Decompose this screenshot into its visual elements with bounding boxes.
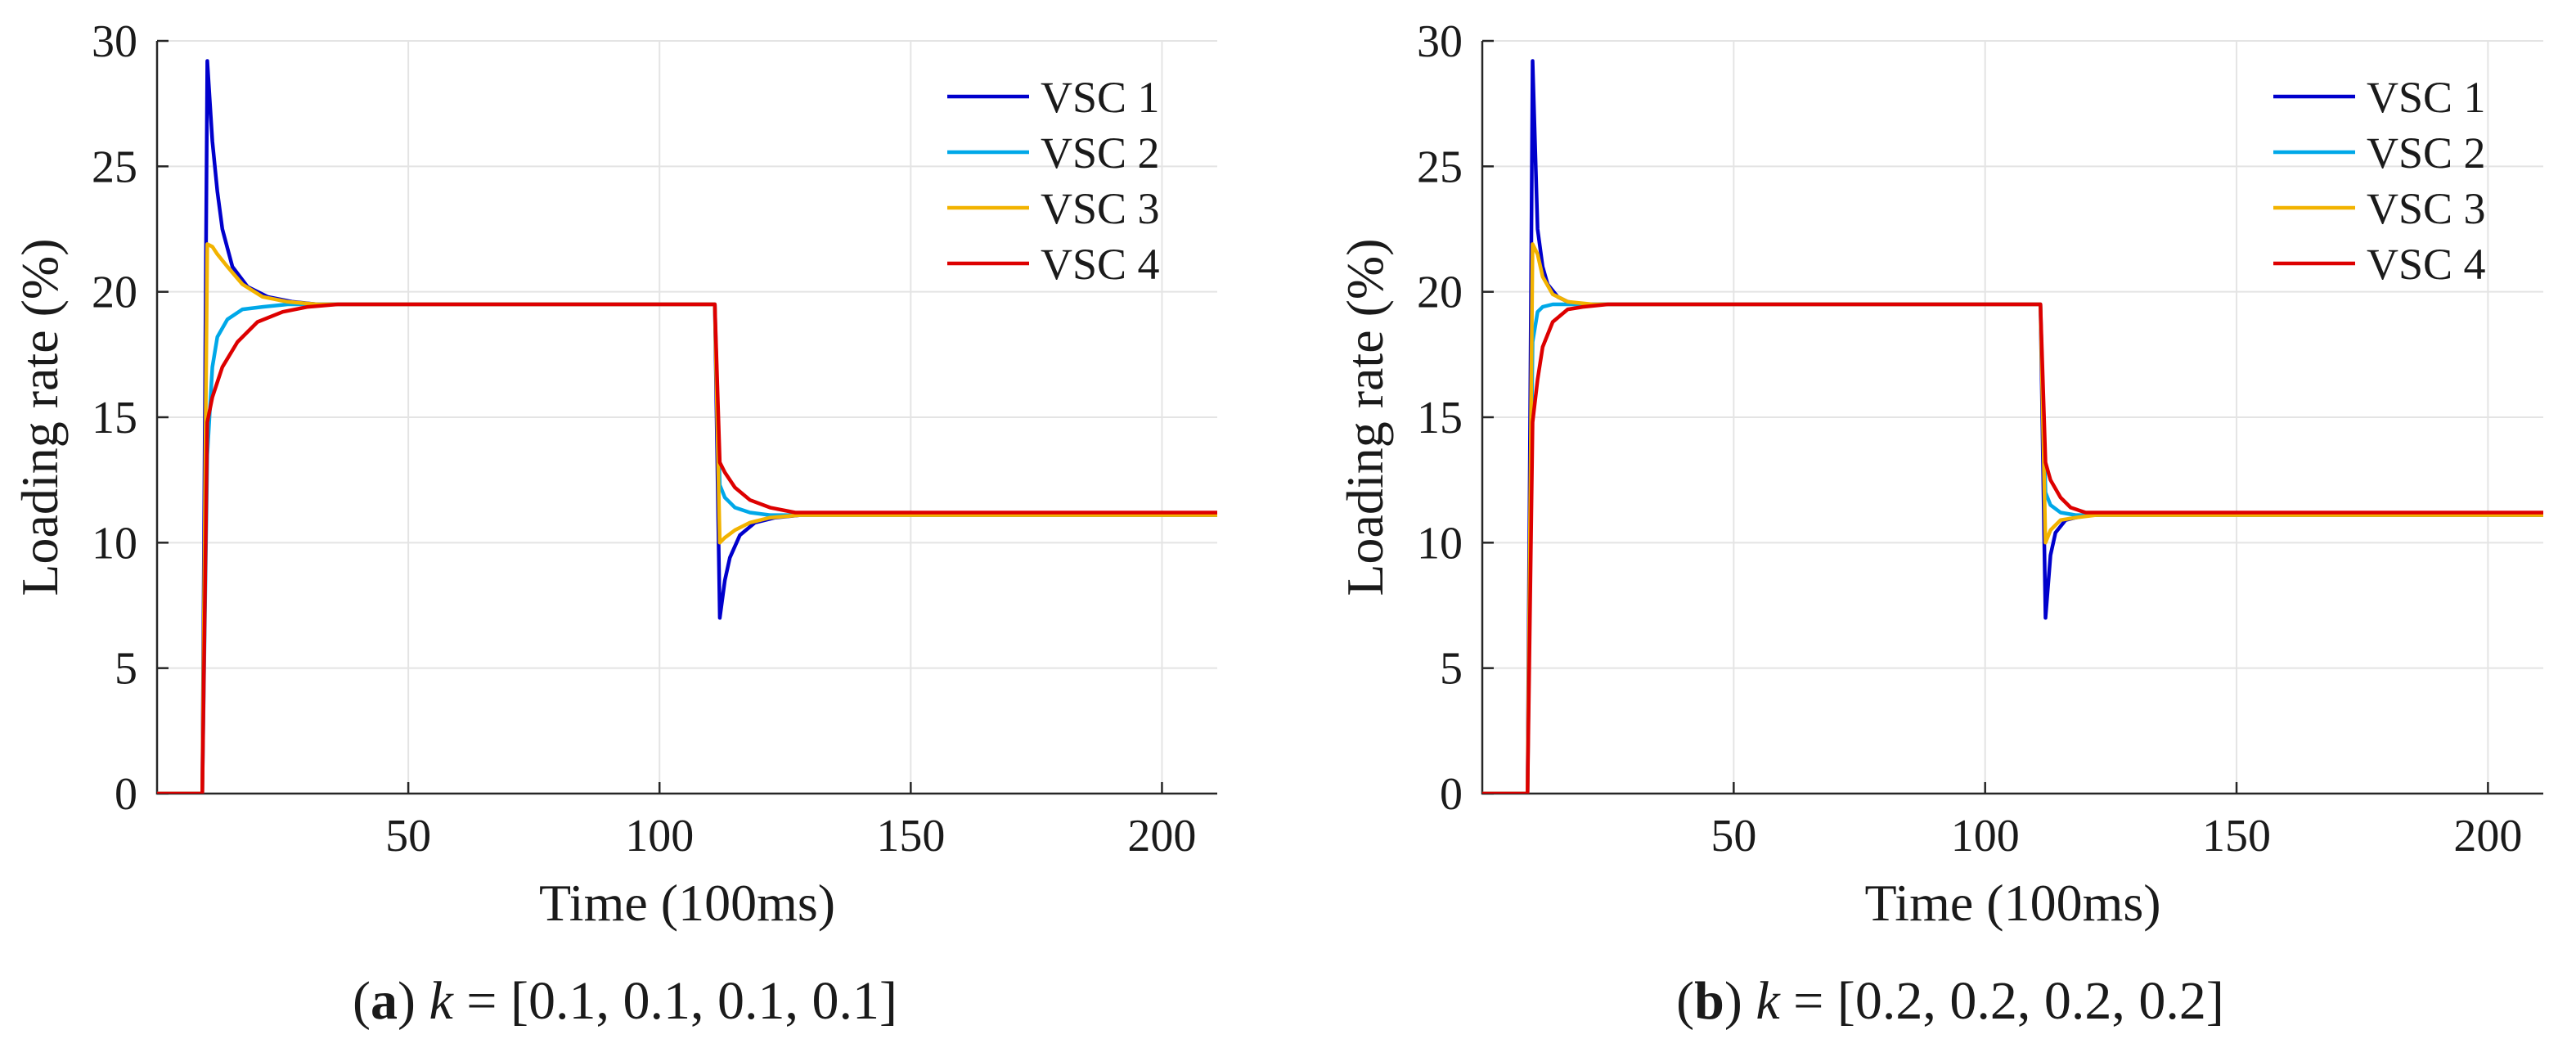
y-tick-label: 10 <box>1417 518 1463 569</box>
panel-caption: (a) k = [0.1, 0.1, 0.1, 0.1] <box>353 971 897 1031</box>
x-axis-label: Time (100ms) <box>539 874 835 932</box>
legend-label-vsc-4: VSC 4 <box>2367 240 2486 289</box>
panel-a: 50 100 150 200 0 5 10 15 20 25 30 Time (100ms) Loadi… <box>11 16 1217 1031</box>
x-tick-label: 200 <box>1127 811 1196 861</box>
y-tick-label: 15 <box>92 393 137 443</box>
caption-variable: k <box>429 971 454 1031</box>
caption-open-paren: ( <box>1676 971 1694 1031</box>
legend-label-vsc-2: VSC 2 <box>2367 128 2486 178</box>
y-tick-label: 10 <box>92 518 137 569</box>
caption-close-paren: ) <box>398 971 429 1031</box>
x-tick-label: 100 <box>1951 811 2020 861</box>
x-tick-label: 200 <box>2453 811 2522 861</box>
legend-label-vsc-1: VSC 1 <box>2367 73 2486 122</box>
caption-values: = [0.1, 0.1, 0.1, 0.1] <box>453 971 897 1031</box>
y-tick-label: 0 <box>115 769 137 820</box>
x-tick-label: 150 <box>2202 811 2271 861</box>
x-tick-label: 50 <box>385 811 431 861</box>
y-tick-label: 0 <box>1440 769 1463 820</box>
panel-caption: (b) k = [0.2, 0.2, 0.2, 0.2] <box>1676 971 2224 1031</box>
legend-label-vsc-2: VSC 2 <box>1041 128 1160 178</box>
caption-variable: k <box>1756 971 1781 1031</box>
caption-label: a <box>371 971 398 1031</box>
y-tick-label: 5 <box>1440 644 1463 695</box>
y-axis-label: Loading rate (%) <box>1336 238 1394 596</box>
legend-label-vsc-1: VSC 1 <box>1041 73 1160 122</box>
y-axis-label: Loading rate (%) <box>11 238 69 596</box>
legend-label-vsc-4: VSC 4 <box>1041 240 1160 289</box>
y-tick-label: 30 <box>1417 16 1463 67</box>
caption-label: b <box>1694 971 1724 1031</box>
y-tick-label: 5 <box>115 644 137 695</box>
y-tick-label: 25 <box>92 142 137 192</box>
caption-close-paren: ) <box>1724 971 1756 1031</box>
y-tick-label: 15 <box>1417 393 1463 443</box>
x-tick-label: 50 <box>1711 811 1756 861</box>
y-tick-label: 30 <box>92 16 137 67</box>
y-tick-label: 20 <box>92 268 137 318</box>
x-tick-label: 150 <box>876 811 945 861</box>
panel-b: 50 100 150 200 0 5 10 15 20 25 30 Time (100ms) Loadi… <box>1336 16 2543 1031</box>
legend-label-vsc-3: VSC 3 <box>1041 184 1160 233</box>
caption-open-paren: ( <box>353 971 371 1031</box>
figure: 50 100 150 200051015202530Time (100ms)Loadi… <box>0 0 2576 1048</box>
y-tick-label: 25 <box>1417 142 1463 192</box>
caption-values: = [0.2, 0.2, 0.2, 0.2] <box>1780 971 2224 1031</box>
x-axis-label: Time (100ms) <box>1864 874 2160 932</box>
y-tick-label: 20 <box>1417 268 1463 318</box>
legend-label-vsc-3: VSC 3 <box>2367 184 2486 233</box>
x-tick-label: 100 <box>625 811 694 861</box>
